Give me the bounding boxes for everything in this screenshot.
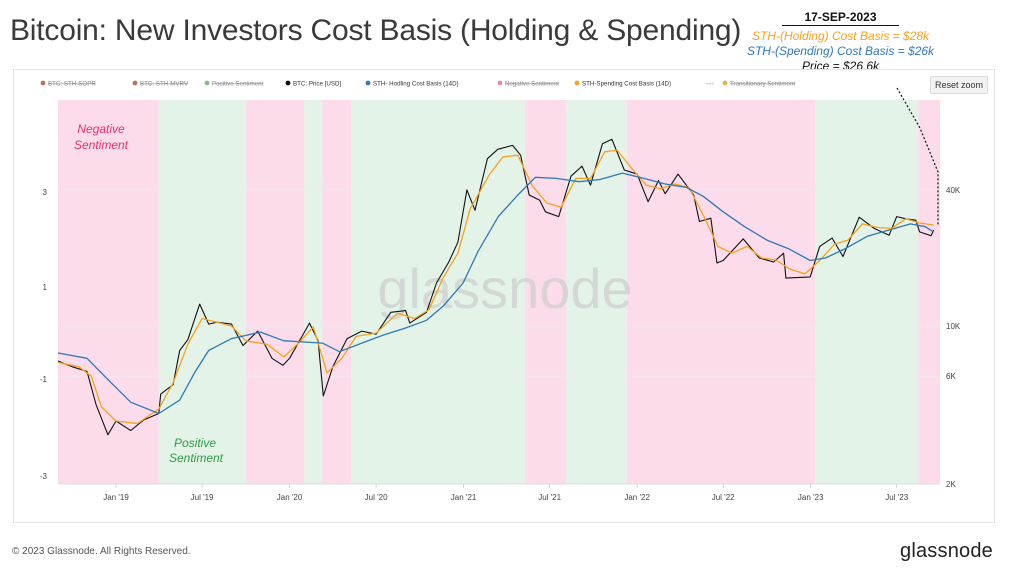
positive-sentiment-band [351,100,525,484]
legend-item: BTC: STH-SOPR [40,80,96,88]
legend-label: BTC: Price [USD] [293,81,341,88]
legend-label: BTC: STH-MVRV [140,81,189,88]
brand-logo: glassnode [900,540,993,562]
right-tick-label: 2K [946,480,956,489]
negative-sentiment-label: Negative [77,122,125,136]
annotation-date: 17-SEP-2023 [782,10,899,26]
legend-item: BTC: Price [USD] [285,80,341,88]
legend-item: STH- Hodling Cost Basis (14D) [365,80,459,88]
legend-marker [574,80,580,86]
legend-label: STH-Spending Cost Basis (14D) [582,81,671,88]
legend-item: Negative Sentiment [497,80,559,88]
annotation-spending: STH-(Spending) Cost Basis = $26k [746,44,935,58]
legend-label: BTC: STH-SOPR [48,81,96,88]
legend-item: Positive Sentiment [204,80,264,88]
x-axis-ticks: Jan '19 Jul '19 Jan '20 Jul '20 Jan '21 Jul '… [58,483,940,502]
legend-label: Positive Sentiment [212,81,264,88]
legend-separator: --- [706,79,714,88]
series-line [58,138,935,436]
left-tick-label: 1 [43,283,48,292]
x-tick-label: Jul '20 [365,493,388,502]
legend: BTC: STH-SOPR BTC: STH-MVRV Positive Senti… [40,79,795,88]
series-line [58,149,934,425]
legend-marker [285,80,291,86]
legend-label: STH- Hodling Cost Basis (14D) [373,81,459,88]
right-axis-ticks: 40K 10K 6K 2K [946,186,961,489]
negative-sentiment-band [58,100,159,484]
legend-marker [204,80,210,86]
legend-item: BTC: STH-MVRV [132,80,189,88]
chart-title: Bitcoin: New Investors Cost Basis (Holdi… [10,14,742,47]
legend-marker [40,80,46,86]
legend-marker [132,80,138,86]
x-tick-label: Jul '19 [191,493,214,502]
sentiment-bands [58,100,940,484]
x-tick-label: Jan '22 [624,493,650,502]
x-tick-label: Jan '19 [103,493,129,502]
left-tick-label: -1 [40,375,48,384]
series-line [58,172,935,415]
annotation-leader-line [896,87,939,225]
left-tick-label: -3 [40,472,48,481]
positive-sentiment-band [814,100,919,484]
negative-sentiment-band [322,100,352,484]
copyright-footer: © 2023 Glassnode. All Rights Reserved. [12,546,191,557]
x-tick-label: Jul '21 [538,493,561,502]
reset-zoom-button[interactable]: Reset zoom [930,76,988,94]
legend-marker [365,80,371,86]
legend-label: Negative Sentiment [505,81,559,88]
series-lines [58,138,935,436]
negative-sentiment-band [524,100,567,484]
annotation-holding: STH-(Holding) Cost Basis = $28k [751,29,930,43]
x-tick-label: Jul '22 [712,493,735,502]
x-tick-label: Jul '23 [885,493,908,502]
left-tick-label: 3 [43,188,48,197]
left-axis-ticks: 3 1 -1 -3 [40,188,48,481]
negative-sentiment-band [626,100,815,484]
x-tick-label: Jan '20 [277,493,303,502]
positive-sentiment-band [158,100,246,484]
legend-label: Transitionary Sentiment [730,81,795,88]
legend-marker [497,80,503,86]
positive-sentiment-label: Sentiment [169,451,224,465]
negative-sentiment-band [918,100,940,484]
right-tick-label: 6K [946,372,956,381]
negative-sentiment-band [245,100,305,484]
right-tick-label: 40K [946,186,961,195]
positive-sentiment-band [304,100,323,484]
x-tick-label: Jan '21 [451,493,477,502]
right-tick-label: 10K [946,322,961,331]
legend-marker [722,80,728,86]
positive-sentiment-label: Positive [174,436,216,450]
legend-item: STH-Spending Cost Basis (14D) [574,80,671,88]
x-tick-label: Jan '23 [798,493,824,502]
negative-sentiment-label: Sentiment [74,138,129,152]
legend-item: --- Transitionary Sentiment [706,79,795,88]
watermark: glassnode [377,257,632,320]
